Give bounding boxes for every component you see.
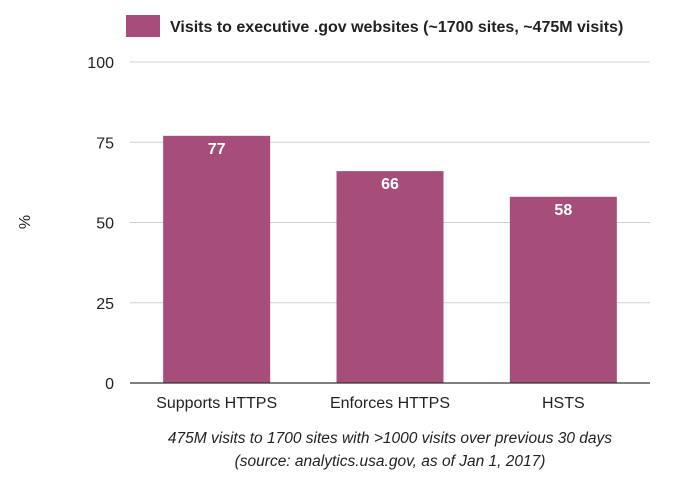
- legend-label: Visits to executive .gov websites (~1700…: [170, 19, 623, 36]
- y-tick-label: 0: [105, 376, 114, 393]
- bar-data-label: 58: [554, 202, 572, 219]
- bar: [163, 135, 271, 383]
- legend-swatch: [126, 15, 160, 37]
- x-category-label: HSTS: [542, 395, 585, 412]
- bars: 77 66 58: [163, 135, 617, 383]
- bar: [509, 196, 617, 383]
- x-category-label: Enforces HTTPS: [330, 395, 450, 412]
- legend: Visits to executive .gov websites (~1700…: [126, 15, 623, 37]
- bar-data-label: 66: [381, 176, 399, 193]
- bar: [336, 171, 444, 383]
- caption-line-2: (source: analytics.usa.gov, as of Jan 1,…: [235, 453, 546, 470]
- axes: 0 25 50 75 100 Supports HTTPS Enforces HTTPS HS…: [87, 55, 650, 412]
- caption: 475M visits to 1700 sites with >1000 vis…: [168, 430, 612, 470]
- y-tick-label: 75: [96, 135, 114, 152]
- caption-line-1: 475M visits to 1700 sites with >1000 vis…: [168, 430, 612, 447]
- y-tick-label: 50: [96, 216, 114, 233]
- y-tick-label: 25: [96, 296, 114, 313]
- y-tick-label: 100: [87, 55, 114, 72]
- x-category-label: Supports HTTPS: [156, 395, 277, 412]
- y-axis-title: %: [17, 215, 34, 229]
- bar-data-label: 77: [208, 141, 226, 158]
